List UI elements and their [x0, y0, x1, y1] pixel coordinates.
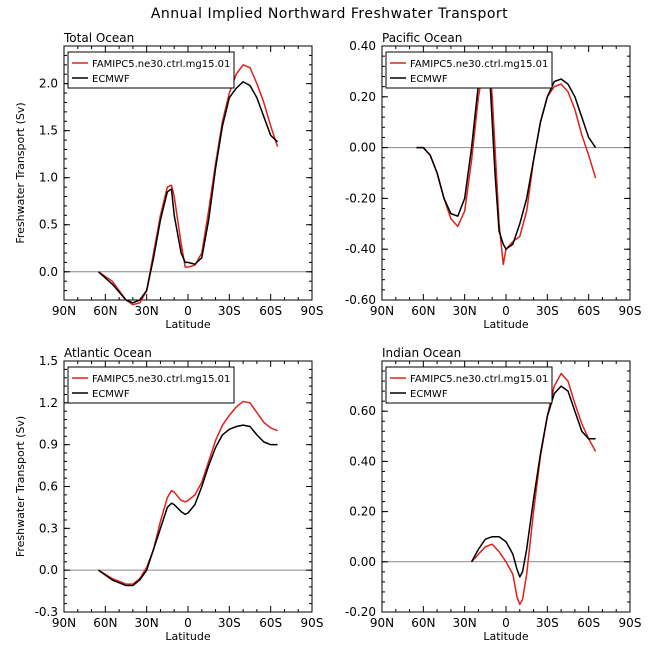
- series-line-ecmwf: [97, 81, 279, 304]
- legend-label: ECMWF: [410, 74, 448, 85]
- x-tick-label: 60N: [411, 304, 435, 318]
- x-tick-label: 90N: [370, 616, 394, 630]
- x-tick-label: 30S: [218, 616, 241, 630]
- x-tick-label: 90S: [619, 304, 642, 318]
- series-line-famipc5: [98, 400, 278, 585]
- x-tick-label: 90N: [52, 304, 76, 318]
- chart-panel-2: 90N 60N 30N 0 30S 60S 90S 0.40 0.20 0.00 -0.20 -0.4…: [345, 31, 642, 331]
- y-tick-label: 0.20: [349, 90, 376, 104]
- x-tick-label: 60S: [577, 304, 600, 318]
- panel-title: Pacific Ocean: [382, 31, 462, 45]
- x-tick-label: 30S: [536, 304, 559, 318]
- legend-label: ECMWF: [410, 389, 448, 400]
- y-tick-label: 0.00: [349, 555, 376, 569]
- legend-box: [385, 366, 553, 404]
- x-tick-label: 0: [184, 304, 192, 318]
- legend-label: FAMIPC5.ne30.ctrl.mg15.01: [410, 374, 548, 385]
- series-line-famipc5: [471, 372, 597, 606]
- x-tick-label: 30S: [536, 616, 559, 630]
- legend-label: FAMIPC5.ne30.ctrl.mg15.01: [410, 59, 548, 70]
- x-tick-label: 30N: [453, 304, 477, 318]
- legend-box: [385, 51, 553, 89]
- legend-box: [67, 366, 235, 404]
- y-tick-label: 1.2: [39, 396, 58, 410]
- legend-label: ECMWF: [92, 389, 130, 400]
- x-tick-label: 0: [184, 616, 192, 630]
- x-axis-label: Latitude: [165, 630, 211, 643]
- x-tick-label: 60S: [577, 616, 600, 630]
- chart-panel-1: 90N 60N 30N 0 30S 60S 90S 0.0 0.5 1.0 1.5 2.0 Total …: [14, 31, 323, 331]
- y-tick-label: 1.5: [39, 124, 58, 138]
- y-tick-label: 0.60: [349, 404, 376, 418]
- legend-box: [67, 51, 235, 89]
- y-tick-label: 0.20: [349, 505, 376, 519]
- chart-panel-3: 90N 60N 30N 0 30S 60S 90S 1.5 1.2 0.9 0.6 0.3 0.0 -0.…: [14, 346, 323, 643]
- y-tick-label: 1.5: [39, 354, 58, 368]
- legend-label: FAMIPC5.ne30.ctrl.mg15.01: [92, 374, 230, 385]
- y-axis-label: Freshwater Transport (Sv): [14, 102, 27, 243]
- series-line-ecmwf: [416, 52, 597, 250]
- y-tick-label: 2.0: [39, 77, 58, 91]
- x-tick-label: 60N: [93, 304, 117, 318]
- series-line-famipc5: [416, 57, 597, 266]
- x-tick-label: 30N: [135, 304, 159, 318]
- y-tick-label: 0.0: [39, 563, 58, 577]
- x-tick-label: 90S: [619, 616, 642, 630]
- panel-title: Indian Ocean: [382, 346, 461, 360]
- series-line-famipc5: [98, 64, 279, 306]
- x-tick-label: 30N: [453, 616, 477, 630]
- x-tick-label: 60N: [411, 616, 435, 630]
- x-tick-label: 0: [502, 304, 510, 318]
- chart-panel-4: 90N 60N 30N 0 30S 60S 90S 0.60 0.40 0.20 0.00 -0.20…: [345, 346, 642, 643]
- x-tick-label: 90N: [52, 616, 76, 630]
- figure-title: Annual Implied Northward Freshwater Tran…: [150, 6, 509, 22]
- x-axis-label: Latitude: [165, 318, 211, 331]
- x-tick-label: 60S: [259, 304, 282, 318]
- y-tick-label: -0.40: [345, 242, 376, 256]
- x-tick-label: 30N: [135, 616, 159, 630]
- panel-title: Total Ocean: [63, 31, 134, 45]
- x-tick-label: 90S: [301, 304, 324, 318]
- legend-label: FAMIPC5.ne30.ctrl.mg15.01: [92, 59, 230, 70]
- y-tick-label: 0.5: [39, 218, 58, 232]
- y-tick-label: -0.60: [345, 293, 376, 307]
- series-line-ecmwf: [98, 424, 278, 587]
- y-tick-label: -0.3: [35, 605, 58, 619]
- y-tick-label: 0.3: [39, 521, 58, 535]
- y-tick-label: -0.20: [345, 191, 376, 205]
- x-tick-label: 0: [502, 616, 510, 630]
- y-tick-label: 0.0: [39, 265, 58, 279]
- x-axis-label: Latitude: [483, 318, 529, 331]
- x-tick-label: 60N: [93, 616, 117, 630]
- x-tick-label: 60S: [259, 616, 282, 630]
- y-tick-label: 1.0: [39, 171, 58, 185]
- y-tick-label: 0.40: [349, 454, 376, 468]
- legend-label: ECMWF: [92, 74, 130, 85]
- x-axis-label: Latitude: [483, 630, 529, 643]
- y-tick-label: 0.6: [39, 480, 58, 494]
- y-tick-label: -0.20: [345, 605, 376, 619]
- x-tick-label: 90S: [301, 616, 324, 630]
- panel-title: Atlantic Ocean: [64, 346, 152, 360]
- y-axis-label: Freshwater Transport (Sv): [14, 416, 27, 557]
- x-tick-label: 90N: [370, 304, 394, 318]
- series-line-ecmwf: [470, 385, 596, 578]
- y-tick-label: 0.9: [39, 438, 58, 452]
- x-tick-label: 30S: [218, 304, 241, 318]
- y-tick-label: 0.40: [349, 39, 376, 53]
- y-tick-label: 0.00: [349, 141, 376, 155]
